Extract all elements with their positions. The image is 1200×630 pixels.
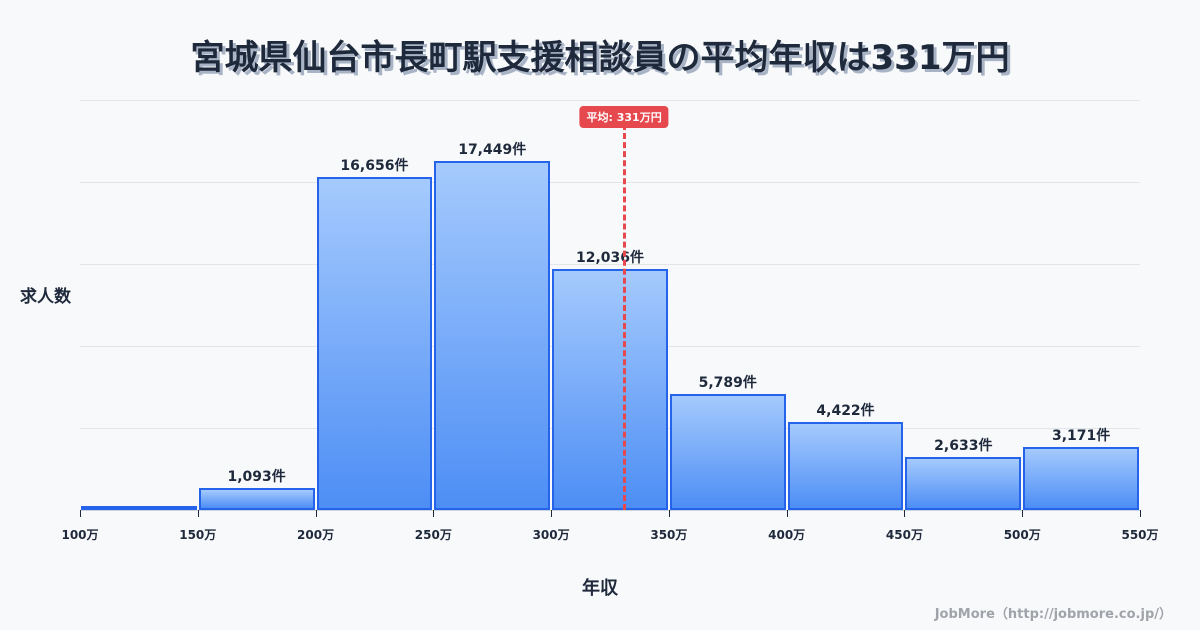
chart-title: 宮城県仙台市長町駅支援相談員の平均年収は331万円 (190, 38, 1010, 78)
x-tick-label: 550万 (1121, 528, 1159, 542)
x-tick-label: 500万 (1003, 528, 1041, 542)
x-tick-label: 150万 (179, 528, 217, 542)
bar-value-label: 2,633件 (934, 438, 993, 455)
histogram-bar (552, 269, 668, 510)
bar-value-label: 1,093件 (227, 469, 286, 486)
x-tick (1022, 510, 1024, 517)
x-tick (433, 510, 435, 517)
histogram-bar (434, 161, 551, 510)
x-tick-label: 400万 (768, 528, 806, 542)
x-tick-label: 250万 (414, 528, 452, 542)
x-tick (668, 510, 670, 517)
x-tick-label: 100万 (61, 528, 99, 542)
histogram-bar (316, 176, 433, 510)
x-tick (904, 510, 906, 517)
average-line (623, 124, 627, 510)
x-tick (786, 510, 788, 517)
x-tick-label: 450万 (885, 528, 923, 542)
bar-value-label: 4,422件 (816, 402, 875, 419)
x-tick (80, 510, 81, 517)
plot-area: 1,093件 16,656件 17,449件 12,036件 5,789件 4,422件 2… (61, 100, 1159, 542)
bar-value-label: 5,789件 (698, 375, 757, 392)
x-tick (197, 510, 199, 517)
histogram-bar (198, 488, 315, 510)
x-tick-label: 300万 (532, 528, 570, 542)
gridline (80, 182, 1140, 183)
histogram-bar (787, 421, 904, 510)
bar-value-label: 17,449件 (458, 142, 527, 159)
histogram-bar (905, 457, 1022, 510)
x-tick (1140, 510, 1141, 517)
x-tick-label: 350万 (650, 528, 688, 542)
histogram-bar (81, 506, 197, 510)
bar-value-label: 12,036件 (575, 250, 645, 267)
histogram-bar (1023, 446, 1139, 510)
average-badge: 平均: 331万円 (579, 106, 669, 128)
bar-value-label: 16,656件 (340, 157, 409, 174)
x-axis-label: 年収 (582, 578, 618, 599)
x-tick (315, 510, 317, 517)
gridline (80, 100, 1140, 101)
gridline (80, 264, 1140, 265)
x-tick (551, 510, 553, 517)
bar-value-label: 3,171件 (1051, 427, 1111, 444)
x-axis-line (80, 510, 1140, 511)
y-axis-label: 求人数 (20, 287, 71, 307)
x-tick-label: 200万 (297, 528, 335, 542)
source-credit: JobMore（http://jobmore.co.jp/） (934, 607, 1172, 622)
histogram-bar (669, 394, 786, 510)
